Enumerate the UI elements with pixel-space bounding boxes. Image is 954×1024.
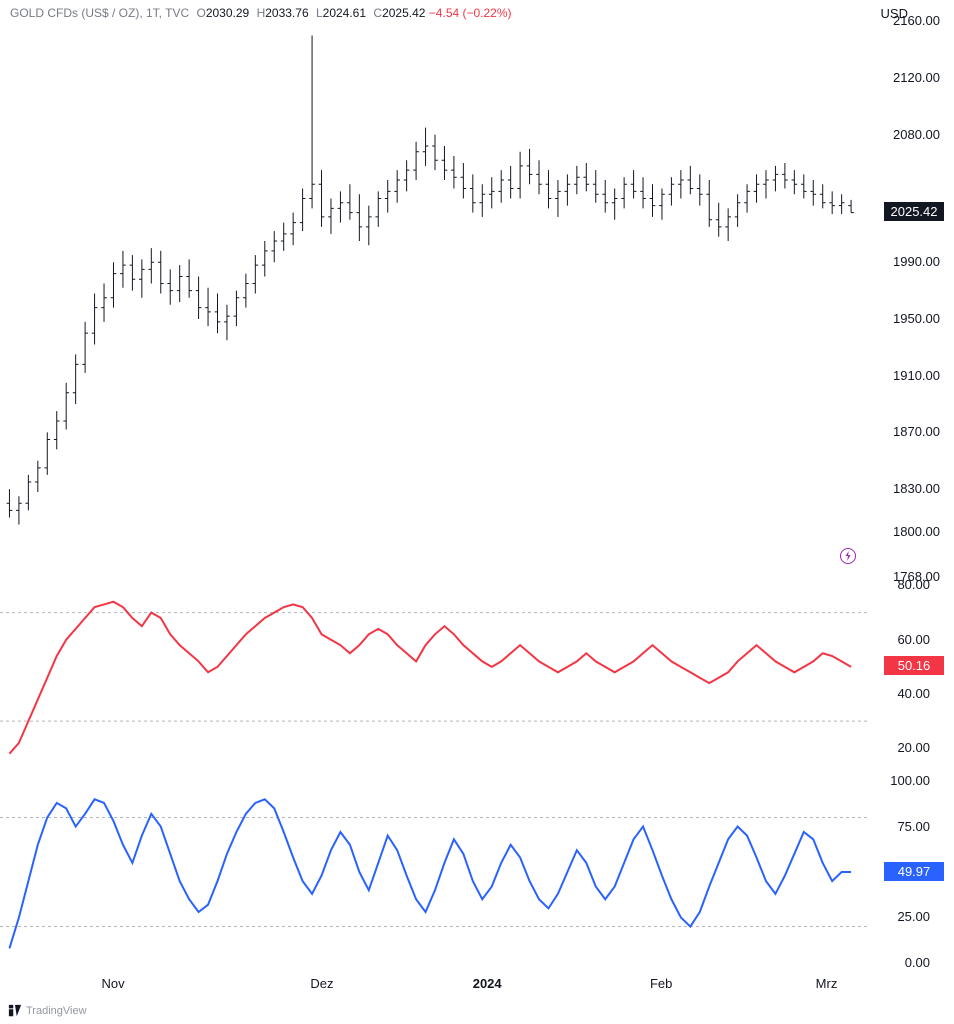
y-axis-label: 60.00 <box>897 632 930 647</box>
time-axis-label: Mrz <box>816 976 838 991</box>
y-axis-label: 75.00 <box>897 819 930 834</box>
y-axis-label: 25.00 <box>897 909 930 924</box>
replay-icon[interactable] <box>840 548 856 564</box>
y-axis-label: 100.00 <box>890 773 930 788</box>
chart-container: GOLD CFDs (US$ / OZ), 1T, TVC O2030.29 H… <box>0 0 954 1024</box>
y-axis-label: 20.00 <box>897 740 930 755</box>
price-badge: 2025.42 <box>884 202 944 221</box>
tradingview-logo[interactable]: TradingView <box>8 1004 87 1018</box>
tv-brand-text: TradingView <box>26 1005 87 1017</box>
y-axis-label: 1910.00 <box>893 368 940 383</box>
time-axis-label: Feb <box>650 976 672 991</box>
y-axis-label: 40.00 <box>897 686 930 701</box>
rsi-panel[interactable] <box>0 580 954 770</box>
time-axis-label: 2024 <box>473 976 502 991</box>
time-axis[interactable]: Nov Dez 2024 Feb Mrz <box>0 976 870 996</box>
high-value: 2033.76 <box>265 6 308 20</box>
open-label: O <box>196 6 205 20</box>
y-axis-label: 80.00 <box>897 577 930 592</box>
y-axis-label: 1830.00 <box>893 481 940 496</box>
high-label: H <box>257 6 266 20</box>
change-value: −4.54 (−0.22%) <box>429 6 512 20</box>
tv-logo-icon <box>8 1004 22 1018</box>
price-chart-panel[interactable] <box>0 0 954 577</box>
low-label: L <box>316 6 323 20</box>
stochastic-badge: 49.97 <box>884 862 944 881</box>
low-value: 2024.61 <box>323 6 366 20</box>
open-value: 2030.29 <box>206 6 249 20</box>
y-axis-label: 1990.00 <box>893 254 940 269</box>
y-axis-label: 2120.00 <box>893 70 940 85</box>
y-axis-label: 1870.00 <box>893 424 940 439</box>
time-axis-label: Dez <box>310 976 333 991</box>
y-axis-label: 1950.00 <box>893 311 940 326</box>
chart-header: GOLD CFDs (US$ / OZ), 1T, TVC O2030.29 H… <box>10 6 512 20</box>
symbol-name[interactable]: GOLD CFDs (US$ / OZ), 1T, TVC <box>10 6 189 20</box>
y-axis-label: 2160.00 <box>893 13 940 28</box>
y-axis-label: 1800.00 <box>893 524 940 539</box>
y-axis-label: 0.00 <box>905 955 930 970</box>
y-axis-label: 2080.00 <box>893 127 940 142</box>
stochastic-panel[interactable] <box>0 772 954 972</box>
rsi-badge: 50.16 <box>884 656 944 675</box>
time-axis-label: Nov <box>102 976 125 991</box>
close-value: 2025.42 <box>382 6 425 20</box>
close-label: C <box>373 6 382 20</box>
